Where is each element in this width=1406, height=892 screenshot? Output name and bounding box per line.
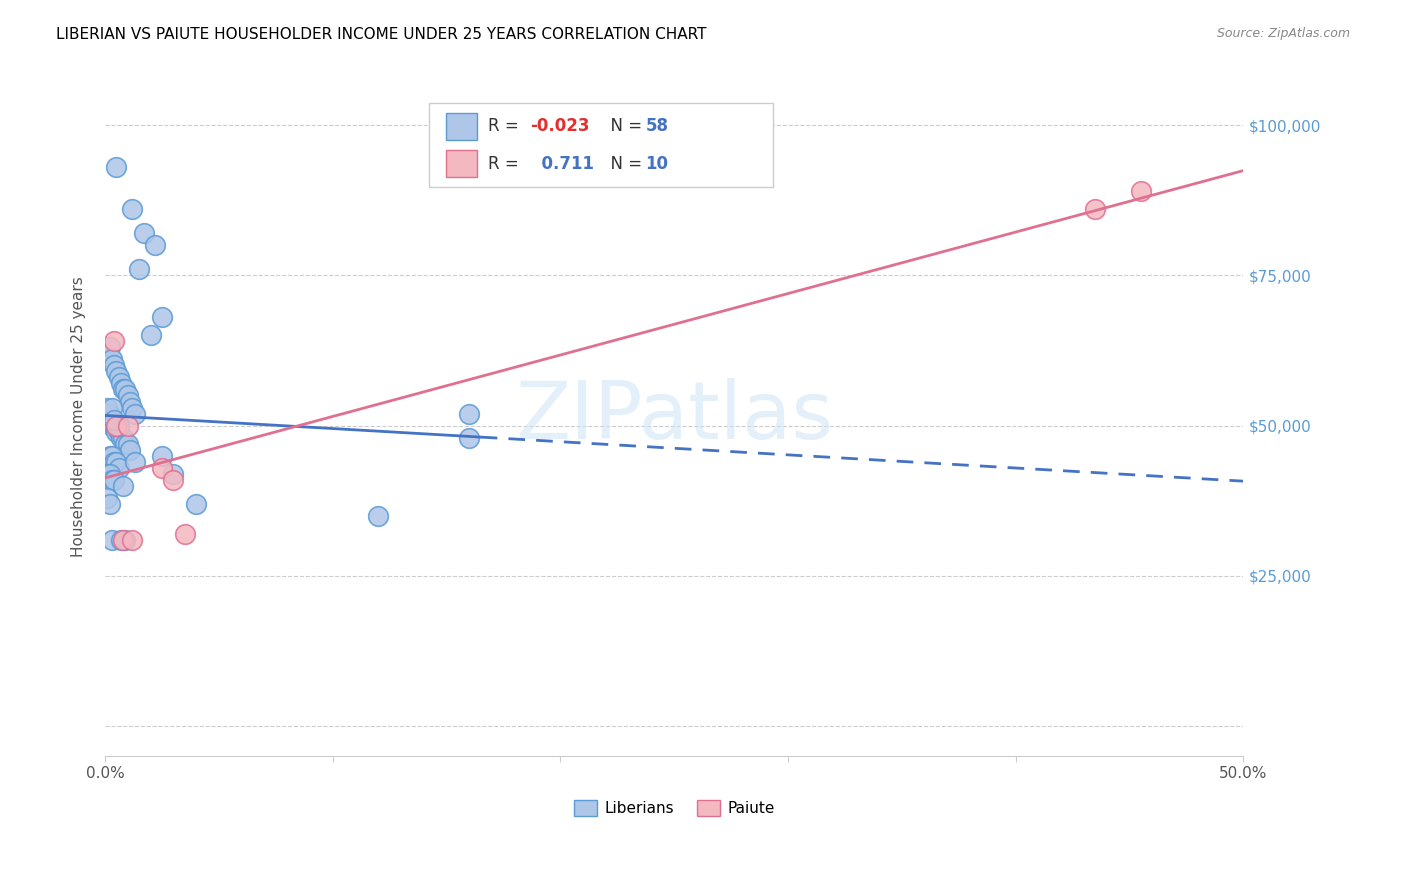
Text: R =: R = bbox=[488, 154, 524, 172]
Point bbox=[114, 436, 136, 450]
Point bbox=[98, 449, 121, 463]
Point bbox=[98, 496, 121, 510]
Point bbox=[458, 430, 481, 444]
Point bbox=[121, 202, 143, 217]
Point bbox=[98, 407, 121, 421]
Point bbox=[105, 364, 128, 378]
Point bbox=[103, 454, 125, 468]
Point bbox=[112, 478, 135, 492]
Point bbox=[121, 401, 143, 415]
Point bbox=[107, 418, 129, 433]
Point bbox=[98, 341, 121, 355]
Text: R =: R = bbox=[488, 118, 524, 136]
Point bbox=[101, 533, 124, 547]
Point bbox=[112, 430, 135, 444]
Point bbox=[458, 407, 481, 421]
Text: LIBERIAN VS PAIUTE HOUSEHOLDER INCOME UNDER 25 YEARS CORRELATION CHART: LIBERIAN VS PAIUTE HOUSEHOLDER INCOME UN… bbox=[56, 27, 707, 42]
Point bbox=[143, 238, 166, 252]
Point bbox=[162, 473, 184, 487]
Point bbox=[107, 370, 129, 384]
Point bbox=[184, 496, 207, 510]
Text: N =: N = bbox=[600, 154, 648, 172]
Text: 58: 58 bbox=[645, 118, 668, 136]
Point bbox=[150, 310, 173, 325]
Point bbox=[101, 449, 124, 463]
Point bbox=[112, 383, 135, 397]
Point bbox=[128, 262, 150, 277]
Text: -0.023: -0.023 bbox=[530, 118, 589, 136]
Point bbox=[107, 425, 129, 439]
Text: 10: 10 bbox=[645, 154, 668, 172]
Point bbox=[150, 460, 173, 475]
Point bbox=[112, 533, 135, 547]
Point bbox=[1130, 185, 1153, 199]
Point bbox=[96, 401, 118, 415]
Point bbox=[96, 491, 118, 505]
Point bbox=[117, 436, 139, 450]
Point bbox=[107, 460, 129, 475]
Text: N =: N = bbox=[600, 118, 648, 136]
Point bbox=[105, 454, 128, 468]
Point bbox=[103, 473, 125, 487]
Point bbox=[118, 394, 141, 409]
Point bbox=[103, 334, 125, 349]
Point bbox=[96, 467, 118, 481]
Point bbox=[105, 425, 128, 439]
Point bbox=[110, 533, 132, 547]
Point bbox=[114, 383, 136, 397]
Point bbox=[1084, 202, 1107, 217]
Point bbox=[124, 407, 146, 421]
Point bbox=[132, 227, 155, 241]
Text: Source: ZipAtlas.com: Source: ZipAtlas.com bbox=[1216, 27, 1350, 40]
Point bbox=[121, 533, 143, 547]
Point bbox=[98, 412, 121, 426]
Point bbox=[118, 442, 141, 457]
Point bbox=[101, 401, 124, 415]
Point bbox=[117, 418, 139, 433]
Point bbox=[139, 328, 162, 343]
Text: 0.711: 0.711 bbox=[530, 154, 595, 172]
Point bbox=[114, 533, 136, 547]
Point bbox=[103, 418, 125, 433]
Point bbox=[110, 430, 132, 444]
Point bbox=[105, 418, 128, 433]
Point bbox=[101, 352, 124, 367]
Legend: Liberians, Paiute: Liberians, Paiute bbox=[568, 794, 780, 822]
Point bbox=[103, 412, 125, 426]
Point bbox=[98, 467, 121, 481]
Text: ZIPatlas: ZIPatlas bbox=[515, 377, 834, 456]
Point bbox=[101, 473, 124, 487]
Point bbox=[96, 407, 118, 421]
Point bbox=[105, 161, 128, 175]
Point bbox=[162, 467, 184, 481]
Point bbox=[124, 454, 146, 468]
Point bbox=[110, 376, 132, 391]
Point bbox=[117, 388, 139, 402]
Y-axis label: Householder Income Under 25 years: Householder Income Under 25 years bbox=[72, 277, 86, 557]
Point bbox=[173, 526, 195, 541]
Point bbox=[105, 418, 128, 433]
Point bbox=[101, 418, 124, 433]
Point bbox=[367, 508, 389, 523]
Point bbox=[150, 449, 173, 463]
Point bbox=[103, 359, 125, 373]
